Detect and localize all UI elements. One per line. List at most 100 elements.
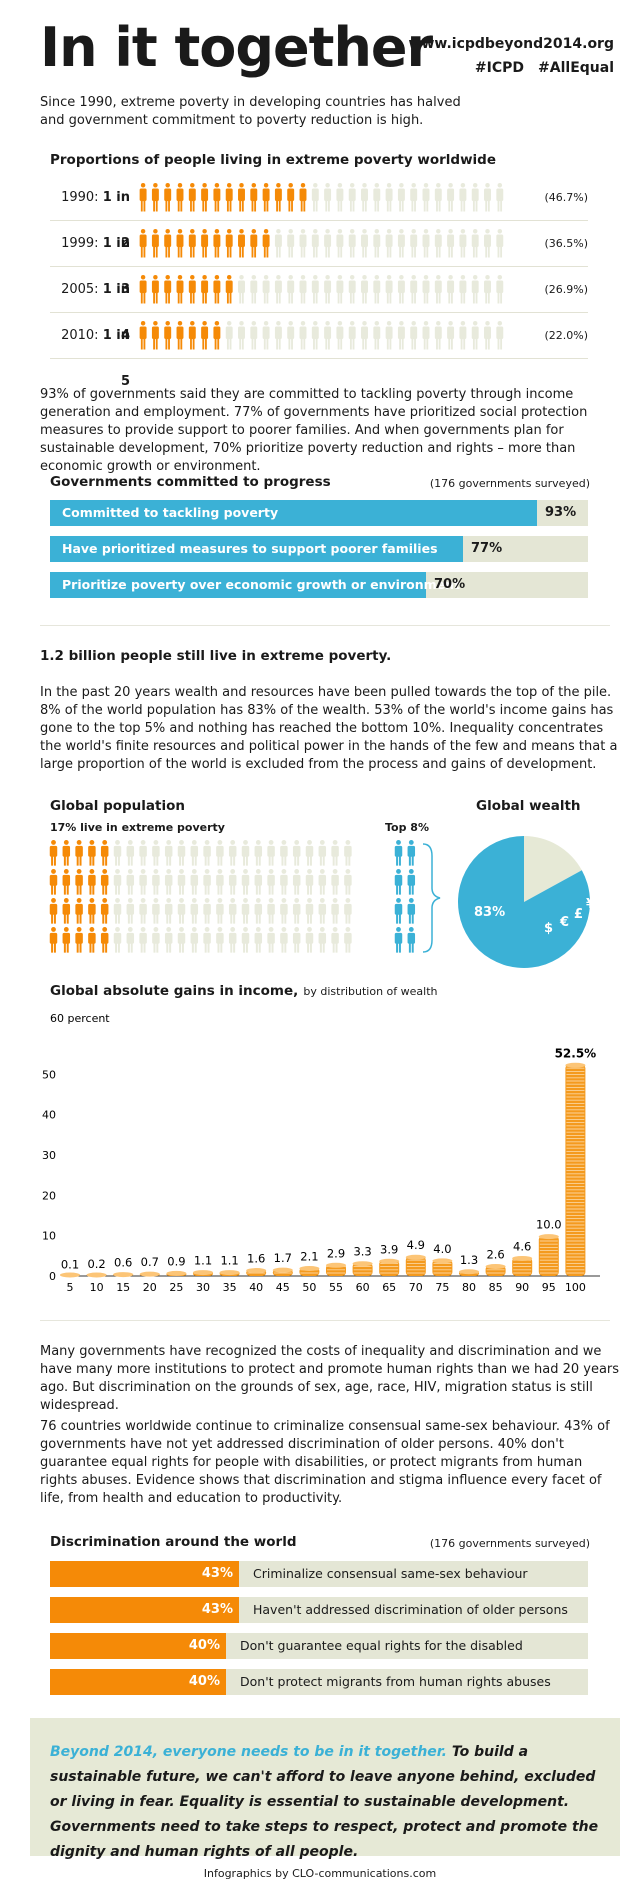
person-icon <box>336 275 344 304</box>
income-bar <box>86 1272 107 1278</box>
credit-line[interactable]: Infographics by CLO-communications.com <box>203 1867 437 1880</box>
person-icon <box>292 869 301 895</box>
person-icon <box>373 229 381 258</box>
person-icon <box>287 275 295 304</box>
person-icon <box>331 869 339 895</box>
gov-value: 70% <box>434 577 466 592</box>
poor-person-icon <box>213 229 221 258</box>
income-bar <box>219 1270 240 1276</box>
poverty-row: 2005: 1 in 4 (26.9%) <box>50 267 588 343</box>
person-icon <box>267 840 275 866</box>
disc-bar: 43% <box>50 1561 239 1587</box>
person-icon <box>274 321 282 350</box>
poverty-people-icons <box>139 229 504 258</box>
poor-person-icon <box>100 869 109 895</box>
gov-bar-row: Committed to tackling poverty 93% <box>50 500 588 526</box>
person-icon <box>373 275 381 304</box>
gov-bar: Prioritize poverty over economic growth … <box>50 572 460 598</box>
poor-person-icon <box>139 229 147 258</box>
person-icon <box>262 321 270 350</box>
income-bar <box>326 1262 346 1276</box>
person-icon <box>250 321 258 350</box>
person-icon <box>203 869 211 895</box>
person-icon <box>190 927 199 953</box>
poor-person-icon <box>262 183 270 212</box>
x-tick-label: 10 <box>90 1281 104 1294</box>
person-icon <box>361 183 368 212</box>
disc-title: Discrimination around the world <box>50 1534 297 1550</box>
website-link[interactable]: www.icpdbeyond2014.org <box>408 36 614 52</box>
person-icon <box>373 321 381 350</box>
person-icon <box>280 898 288 924</box>
person-icon <box>344 869 352 895</box>
x-tick-label: 25 <box>169 1281 183 1294</box>
poor-person-icon <box>88 898 96 924</box>
person-icon <box>216 840 224 866</box>
disc-note: (176 governments surveyed) <box>429 1537 590 1550</box>
disc-bar-row: 40% Don't protect migrants from human ri… <box>50 1669 588 1695</box>
population-title: Global population <box>50 798 185 814</box>
y-tick-label: 0 <box>49 1270 56 1283</box>
poor-person-icon <box>49 927 58 953</box>
poor-person-icon <box>100 840 109 866</box>
x-tick-label: 20 <box>143 1281 157 1294</box>
person-icon <box>361 229 368 258</box>
person-icon <box>348 275 356 304</box>
hashtag-allequal[interactable]: #AllEqual <box>538 60 614 76</box>
bar-value-label: 2.1 <box>300 1250 318 1264</box>
closing-quote: Beyond 2014, everyone needs to be in it … <box>30 1718 620 1860</box>
bar-value-label: 0.1 <box>61 1258 79 1272</box>
person-icon <box>422 321 430 350</box>
billion-paragraph: In the past 20 years wealth and resource… <box>40 685 618 772</box>
poverty-percent: (22.0%) <box>544 329 588 342</box>
person-icon <box>164 898 173 924</box>
person-icon <box>299 275 307 304</box>
person-icon <box>177 898 186 924</box>
gov-bar: Committed to tackling poverty <box>50 500 537 526</box>
x-tick-label: 70 <box>409 1281 423 1294</box>
person-icon <box>331 840 339 866</box>
y-tick-label: 20 <box>42 1189 56 1202</box>
person-icon <box>331 898 339 924</box>
income-bar <box>352 1261 373 1276</box>
person-icon <box>228 840 237 866</box>
income-bar <box>139 1271 160 1277</box>
poor-person-icon <box>151 229 159 258</box>
income-bar <box>272 1267 293 1276</box>
income-bar <box>405 1254 426 1276</box>
poverty-percent: (36.5%) <box>544 237 588 250</box>
bar-value-label: 3.9 <box>380 1242 398 1256</box>
brace-icon <box>422 843 441 953</box>
poor-person-icon <box>62 927 71 953</box>
poor-person-icon <box>49 898 58 924</box>
person-icon <box>410 183 418 212</box>
section-divider <box>40 625 610 626</box>
poor-person-icon <box>88 840 96 866</box>
person-icon <box>361 275 368 304</box>
person-icon <box>203 927 211 953</box>
income-bar <box>246 1268 267 1276</box>
person-icon <box>324 183 332 212</box>
income-chart-title: Global absolute gains in income, by dist… <box>50 980 438 999</box>
person-icon <box>238 321 245 350</box>
person-icon <box>385 183 393 212</box>
header-links: www.icpdbeyond2014.org #ICPD #AllEqual <box>409 32 614 80</box>
poor-person-icon <box>151 321 159 350</box>
poverty-year: 1999: <box>61 236 99 251</box>
poor-person-icon <box>188 275 196 304</box>
person-icon <box>216 869 224 895</box>
person-icon <box>292 840 301 866</box>
poor-person-icon <box>188 321 196 350</box>
person-icon <box>292 898 301 924</box>
hashtag-icpd[interactable]: #ICPD <box>474 60 525 76</box>
poor-person-icon <box>75 869 83 895</box>
poor-person-icon <box>49 840 58 866</box>
person-icon <box>305 869 314 895</box>
x-tick-label: 30 <box>196 1281 210 1294</box>
person-icon <box>190 840 199 866</box>
poverty-year: 1990: <box>61 190 99 205</box>
bar-value-label: 0.6 <box>114 1256 132 1270</box>
person-icon <box>267 869 275 895</box>
person-icon <box>267 927 275 953</box>
person-icon <box>348 229 356 258</box>
